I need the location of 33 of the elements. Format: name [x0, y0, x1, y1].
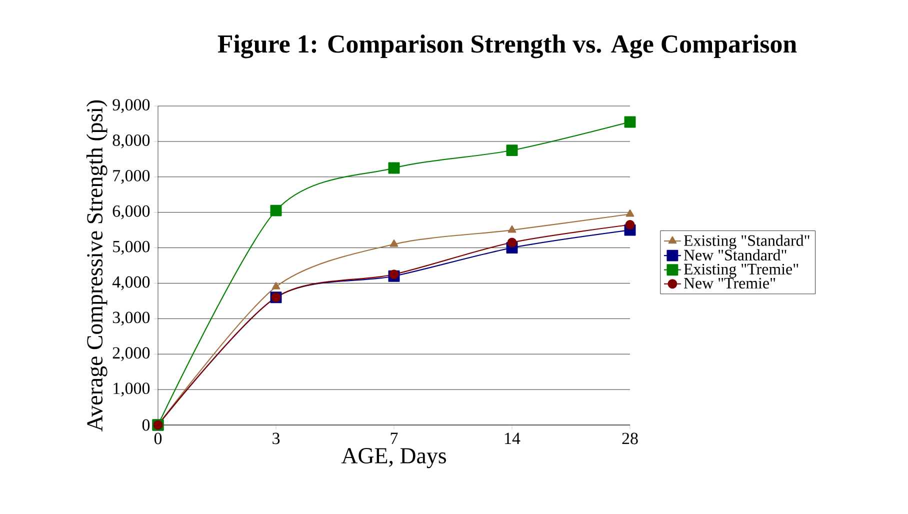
- y-tick-label: 4,000: [112, 276, 150, 290]
- y-axis-title: Average Compressive Strength (psi): [86, 100, 108, 432]
- x-axis-title: AGE, Days: [341, 448, 446, 468]
- point: [388, 162, 400, 174]
- y-tick-label: 8,000: [112, 134, 150, 148]
- point: [272, 282, 280, 290]
- point: [390, 240, 398, 247]
- y-tick-label: 0: [142, 419, 150, 431]
- x-tick-label: 14: [505, 432, 520, 444]
- legend-label: Existing "Standard": [684, 234, 810, 250]
- point: [624, 116, 636, 128]
- y-tick-label: 2,000: [112, 347, 150, 362]
- point: [507, 238, 517, 248]
- x-tick-label: 7: [390, 432, 398, 444]
- point: [626, 209, 634, 217]
- point: [270, 204, 282, 216]
- point: [389, 270, 399, 280]
- y-tick-label: 5,000: [113, 240, 150, 255]
- y-tick-label: 7,000: [113, 170, 150, 184]
- chart-title: Figure 1: Comparison Strength vs. Age Comparison: [218, 34, 797, 58]
- y-tick-label: 3,000: [112, 312, 150, 326]
- x-tick-label: 0: [154, 432, 162, 444]
- legend-label: Existing "Tremie": [684, 264, 798, 278]
- y-tick-label: 9,000: [112, 99, 150, 113]
- y-tick-label: 1,000: [114, 382, 150, 396]
- x-tick-label: 3: [272, 432, 280, 444]
- point: [625, 220, 635, 230]
- point: [506, 144, 518, 156]
- legend-label: New "Standard": [684, 249, 786, 260]
- legend-label: New "Tremie": [684, 278, 776, 289]
- y-tick-label: 6,000: [112, 205, 150, 220]
- point: [508, 225, 516, 233]
- x-tick-label: 28: [622, 432, 638, 444]
